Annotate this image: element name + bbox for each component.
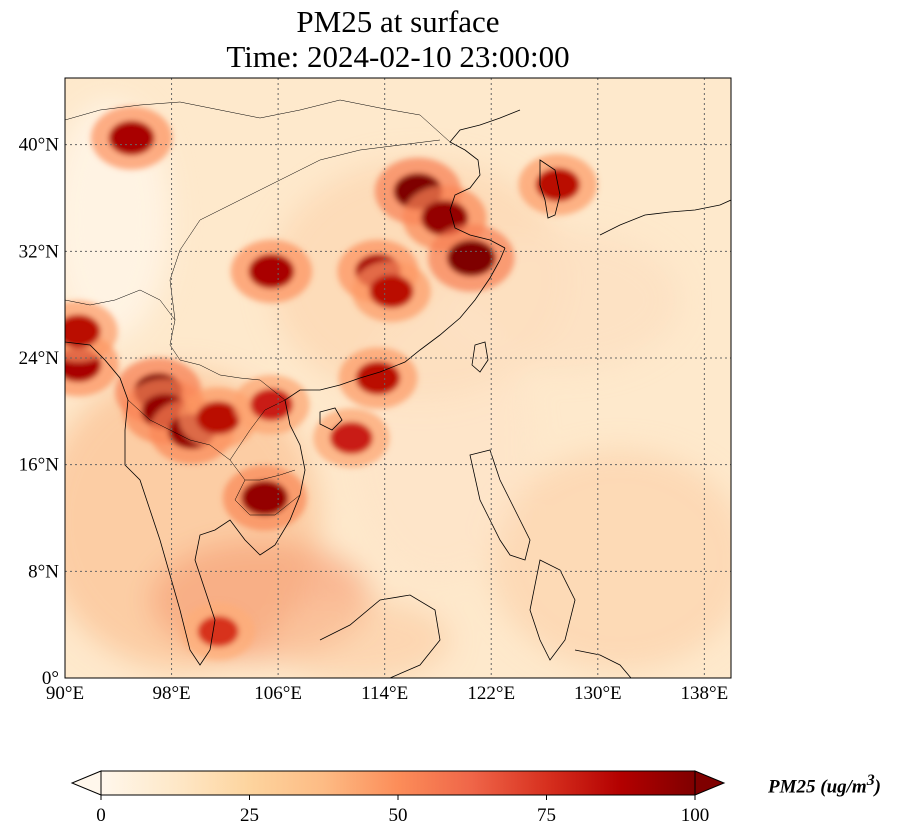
coastlines: [65, 109, 731, 678]
colorbar-tick-label: 100: [681, 805, 710, 826]
latitude-ticks: 0° 8°N 16°N 24°N 32°N 40°N: [19, 135, 60, 689]
hotspot-inner-mongolia: [109, 121, 155, 155]
hotspot-malaysia: [197, 615, 239, 647]
colorbar-gradient: [101, 771, 695, 795]
colorbar-label-text: PM25 (ug/m: [768, 776, 867, 798]
colorbar-tick-label: 50: [389, 805, 408, 826]
hotspot-pearl-river-delta: [356, 361, 400, 395]
title-line-1: PM25 at surface: [296, 4, 500, 39]
colorbar-ticks: 0 25 50 75 100: [96, 795, 709, 826]
hotspot-sichuan-basin: [248, 254, 295, 289]
colorbar-extend-min: [70, 770, 102, 796]
colorbar-tick-label: 25: [240, 805, 259, 826]
lon-tick-label: 138°E: [681, 683, 729, 704]
lat-tick-label: 0°: [42, 668, 59, 689]
hotspot-vietnam-north: [250, 388, 293, 421]
hotspot-assam: [65, 314, 101, 348]
colorbar-label: PM25 (ug/m3): [768, 772, 881, 798]
lon-tick-label: 98°E: [152, 683, 190, 704]
lat-tick-label: 24°N: [19, 348, 60, 369]
lat-tick-label: 40°N: [19, 135, 60, 156]
map-area: [65, 78, 731, 678]
lon-tick-label: 114°E: [361, 683, 408, 704]
longitude-ticks: 90°E 98°E 106°E 114°E 122°E 130°E 138°E: [46, 683, 728, 704]
colorbar: 0 25 50 75 100: [70, 770, 726, 826]
colorbar-tick-label: 75: [537, 805, 556, 826]
hotspot-hainan-offshore: [330, 422, 373, 454]
lon-tick-label: 130°E: [574, 683, 622, 704]
lat-tick-label: 16°N: [19, 455, 60, 476]
lat-tick-label: 8°N: [28, 561, 59, 582]
hotspot-cambodia: [241, 480, 289, 516]
hotspot-yangtze-delta: [447, 240, 496, 276]
colorbar-label-superscript: 3: [866, 772, 875, 789]
title-line-2: Time: 2024-02-10 23:00:00: [226, 39, 570, 74]
lon-tick-label: 106°E: [254, 683, 302, 704]
colorbar-label-suffix: ): [874, 776, 881, 798]
country-borders: [65, 99, 451, 516]
hotspot-laos: [196, 401, 241, 435]
map-title: PM25 at surface Time: 2024-02-10 23:00:0…: [65, 4, 731, 74]
pollution-hotspots: [65, 106, 598, 661]
colorbar-extend-max: [694, 770, 726, 796]
gridlines: [65, 78, 731, 678]
colorbar-tick-label: 0: [96, 805, 106, 826]
hotspot-hunan: [369, 274, 414, 308]
map-frame: [64, 77, 732, 679]
lat-tick-label: 32°N: [19, 241, 60, 262]
lon-tick-label: 122°E: [467, 683, 515, 704]
lon-tick-label: 90°E: [46, 683, 84, 704]
